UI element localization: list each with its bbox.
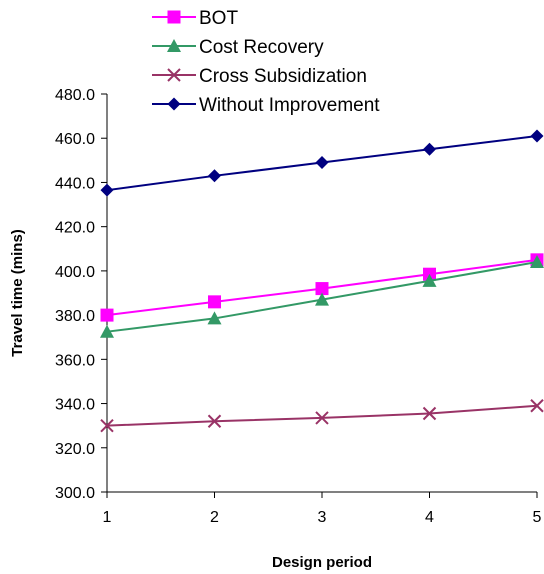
- data-point-cost-recovery: [422, 273, 437, 287]
- series-line-cross-subsidization: [106, 404, 538, 427]
- legend-label-cost-recovery: Cost Recovery: [199, 37, 324, 58]
- y-tick-label: 380.0: [55, 308, 95, 325]
- y-tick-label: 360.0: [55, 352, 95, 369]
- x-axis-title: Design period: [272, 554, 372, 571]
- data-point-bot: [315, 282, 329, 296]
- y-tick-label: 340.0: [55, 397, 95, 414]
- x-axis-ticks: 1 2 3 4 5: [103, 492, 542, 526]
- data-point-bot: [208, 295, 221, 309]
- data-point-without-improvement: [315, 156, 329, 170]
- data-point-cross-subsidization: [530, 399, 544, 413]
- legend-label-bot: BOT: [199, 8, 238, 29]
- y-tick-label: 480.0: [55, 87, 95, 104]
- y-tick-label: 420.0: [55, 220, 95, 237]
- y-axis-title: Travel time (mins): [9, 229, 26, 357]
- data-point-cross-subsidization: [207, 414, 222, 428]
- x-tick-label: 3: [318, 509, 327, 526]
- data-point-without-improvement: [100, 183, 114, 197]
- legend-marker-without-improvement: [167, 97, 181, 111]
- data-point-cost-recovery: [100, 324, 114, 338]
- y-axis-ticks: 300.0 320.0 340.0 360.0 380.0 400.0 420.0 440.0…: [55, 87, 107, 502]
- series-group: [100, 129, 544, 433]
- legend-marker-cost-recovery: [167, 39, 181, 52]
- x-tick-label: 2: [210, 509, 219, 526]
- data-point-cross-subsidization: [100, 418, 114, 433]
- legend: BOT Cost Recovery Cross Subsidization Witho…: [152, 8, 380, 116]
- legend-label-cross-subsidization: Cross Subsidization: [199, 66, 367, 87]
- legend-marker-cross-subsidization: [167, 68, 181, 82]
- x-tick-label: 1: [103, 509, 112, 526]
- y-tick-label: 400.0: [55, 264, 95, 281]
- legend-marker-bot: [167, 10, 181, 24]
- data-point-without-improvement: [530, 129, 544, 143]
- data-point-cross-subsidization: [422, 406, 437, 421]
- legend-label-without-improvement: Without Improvement: [199, 95, 380, 116]
- y-tick-label: 300.0: [55, 485, 95, 502]
- data-point-cost-recovery: [207, 311, 222, 325]
- data-point-bot: [100, 308, 114, 322]
- data-point-cross-subsidization: [315, 411, 329, 425]
- data-point-without-improvement: [208, 169, 221, 183]
- data-point-without-improvement: [423, 142, 436, 156]
- y-tick-label: 460.0: [55, 131, 95, 148]
- y-tick-label: 320.0: [55, 441, 95, 458]
- data-point-cost-recovery: [315, 292, 329, 306]
- x-tick-label: 5: [533, 509, 542, 526]
- x-tick-label: 4: [425, 509, 434, 526]
- data-point-cost-recovery: [530, 255, 544, 269]
- plot-area: 300.0 320.0 340.0 360.0 380.0 400.0 420.0 440.0…: [55, 87, 544, 526]
- y-tick-label: 440.0: [55, 175, 95, 192]
